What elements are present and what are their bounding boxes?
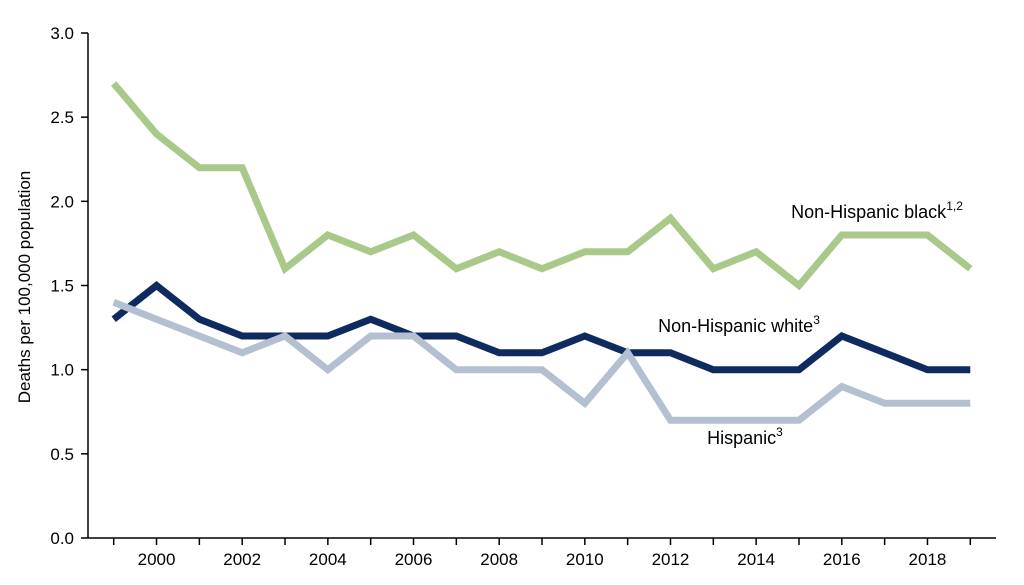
x-tick-label: 2010 [566,550,604,569]
y-tick-label: 1.5 [50,277,74,296]
x-tick-label: 2008 [480,550,518,569]
x-tick-label: 2018 [909,550,947,569]
series-label-superscript: 3 [776,425,783,439]
x-tick-label: 2014 [737,550,775,569]
series-line-non-hispanic-black [111,81,973,291]
y-axis-title: Deaths per 100,000 population [15,171,34,404]
series-label-non-hispanic-black: Non-Hispanic black1,2 [791,199,963,222]
x-tick-label: 2006 [395,550,433,569]
y-axis-ticks: 0.0 0.5 1.0 1.5 2.0 2.5 3.0 [50,24,88,548]
series-label-name: Non-Hispanic white [658,316,813,336]
series-line-hispanic [112,299,971,424]
x-tick-label: 2002 [223,550,261,569]
series-lines [111,81,973,424]
y-tick-label: 2.5 [50,108,74,127]
series-line-non-hispanic-white [111,281,971,374]
x-axis-ticks: 2000 2002 2004 2006 2008 2010 2012 2014 2016 2018 [112,538,972,569]
x-tick-label: 2000 [138,550,176,569]
y-tick-label: 2.0 [50,192,74,211]
x-tick-label: 2016 [823,550,861,569]
x-tick-label: 2012 [652,550,690,569]
axes [87,33,996,539]
series-label-superscript: 3 [813,313,820,327]
series-label-superscript: 1,2 [946,199,963,213]
series-label-name: Hispanic [707,428,776,448]
y-tick-label: 3.0 [50,24,74,43]
y-tick-label: 0.5 [50,445,74,464]
series-label-non-hispanic-white: Non-Hispanic white3 [658,313,820,336]
series-label-name: Non-Hispanic black [791,202,947,222]
x-tick-label: 2004 [309,550,347,569]
y-tick-label: 1.0 [50,361,74,380]
y-tick-label: 0.0 [50,529,74,548]
series-label-hispanic: Hispanic3 [707,425,783,448]
